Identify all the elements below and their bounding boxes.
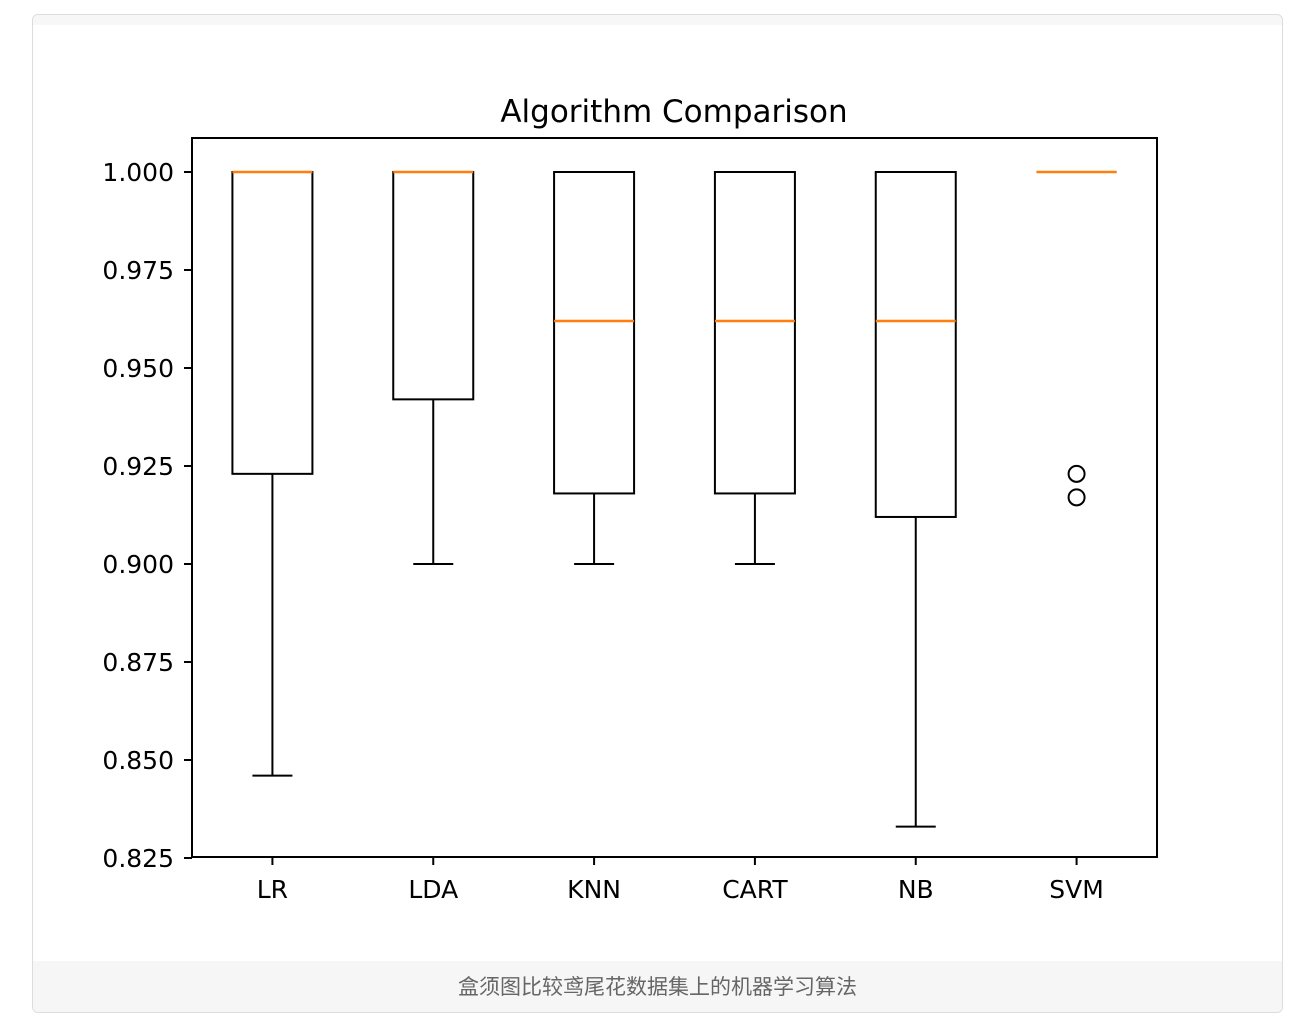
y-tick-label: 0.925 (102, 452, 174, 481)
box-nb (874, 171, 957, 518)
figure-card: Algorithm Comparison 0.825 0.850 0.875 0.90… (32, 14, 1283, 1013)
boxplot-chart: Algorithm Comparison 0.825 0.850 0.875 0.90… (102, 94, 1158, 904)
box-knn (553, 171, 636, 495)
chart-title: Algorithm Comparison (500, 94, 847, 130)
axes-frame (191, 137, 1158, 858)
x-tick-label: CART (722, 875, 788, 904)
card-top-bar (33, 15, 1282, 25)
x-tick-label: NB (898, 875, 934, 904)
outlier-point (1067, 488, 1086, 507)
y-tick-label: 0.950 (102, 354, 174, 383)
x-tick-label: LR (257, 875, 288, 904)
box-cart (713, 171, 796, 495)
x-tick-label: LDA (408, 875, 458, 904)
box-lda (392, 171, 475, 401)
outlier-point (1067, 464, 1086, 483)
y-tick-label: 0.825 (102, 844, 174, 873)
figure-caption: 盒须图比较鸢尾花数据集上的机器学习算法 (33, 961, 1282, 1012)
y-tick-label: 0.875 (102, 648, 174, 677)
y-tick-label: 0.975 (102, 256, 174, 285)
x-tick-label: KNN (567, 875, 621, 904)
y-tick-label: 0.850 (102, 746, 174, 775)
y-tick-label: 0.900 (102, 550, 174, 579)
x-tick-label: SVM (1049, 875, 1104, 904)
y-tick-label: 1.000 (102, 158, 174, 187)
box-lr (231, 171, 314, 475)
plot-layer: 0.825 0.850 0.875 0.900 0.925 0.950 0.975 1.000… (102, 158, 1117, 904)
